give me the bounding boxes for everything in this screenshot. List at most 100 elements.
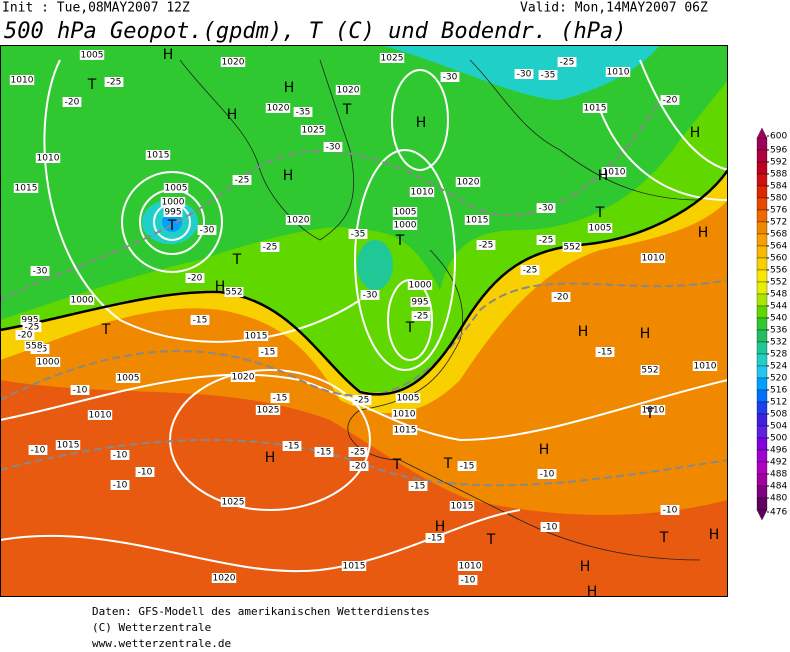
isobar-label: 1020 (222, 58, 245, 68)
isobar-label: 1015 (343, 562, 366, 572)
isobar-label: 1025 (257, 406, 280, 416)
label-bg (30, 266, 50, 276)
label-bg (440, 72, 460, 82)
isotherm-label: -25 (351, 448, 366, 458)
label-bg (314, 447, 334, 457)
label-bg (538, 70, 558, 80)
label-bg (407, 280, 433, 290)
label-bg (536, 203, 556, 213)
label-bg (35, 357, 61, 367)
label-bg (562, 242, 582, 252)
isotherm-label: -10 (31, 446, 46, 456)
field-low (357, 240, 393, 290)
isotherm-label: -10 (461, 576, 476, 586)
label-bg (335, 85, 361, 95)
isobar-label: 995 (164, 208, 181, 218)
colorbar-label: 504 (770, 422, 787, 432)
label-bg (557, 57, 577, 67)
high-marker: H (709, 527, 720, 543)
isotherm-label: -10 (73, 386, 88, 396)
label-bg (587, 223, 613, 233)
isotherm-label: -15 (411, 482, 426, 492)
label-bg (300, 125, 326, 135)
label-bg (265, 103, 291, 113)
isotherm-label: -20 (554, 293, 569, 303)
isotherm-label: -10 (663, 506, 678, 516)
isotherm-label: -35 (296, 108, 311, 118)
colorbar-label: 484 (770, 482, 787, 492)
low-marker: T (659, 530, 669, 546)
colorbar-segment (756, 173, 768, 187)
isobar-label: 1020 (337, 86, 360, 96)
isotherm-label: -15 (317, 448, 332, 458)
colorbar-segment (756, 473, 768, 487)
isotherm-label: -20 (188, 274, 203, 284)
isotherm-label: -25 (414, 312, 429, 322)
geopotential-lines (0, 169, 728, 396)
label-bg (260, 242, 280, 252)
isotherm-label: -10 (543, 523, 558, 533)
init-time: Init : Tue,08MAY2007 12Z (2, 1, 190, 16)
high-marker: H (640, 326, 651, 342)
label-bg (348, 229, 368, 239)
colorbar-segment (756, 449, 768, 463)
isotherm-label: -30 (363, 291, 378, 301)
label-bg (87, 410, 113, 420)
label-bg (379, 53, 405, 63)
isobar-label: 1015 (147, 151, 170, 161)
isotherm-label: -30 (539, 204, 554, 214)
isotherm-label: -10 (540, 470, 555, 480)
label-bg (70, 385, 90, 395)
isotherm-label: -15 (598, 348, 613, 358)
isobar-label: 1010 (89, 411, 112, 421)
label-bg (185, 273, 205, 283)
isobar-label: 1005 (589, 224, 612, 234)
colorbar-label: 556 (770, 266, 787, 276)
isobar-label: 995 (21, 316, 38, 326)
isobar-label: 1010 (11, 76, 34, 86)
high-marker: H (283, 168, 294, 184)
colorbar-segment (756, 293, 768, 307)
isobar-label: 995 (411, 298, 428, 308)
colorbar-segment (756, 221, 768, 235)
isotherm-label: -20 (18, 331, 33, 341)
colorbar-segment (756, 341, 768, 355)
label-bg (282, 441, 302, 451)
label-bg (190, 315, 210, 325)
isobar-label: 1015 (451, 502, 474, 512)
colorbar-label: 572 (770, 218, 787, 228)
label-bg (514, 69, 534, 79)
colorbar-label: 488 (770, 470, 787, 480)
high-marker: H (587, 584, 598, 600)
isobar-label: 1010 (411, 188, 434, 198)
isobar-label: 1010 (607, 68, 630, 78)
colorbar-label: 596 (770, 146, 787, 156)
colorbar-segment (756, 353, 768, 367)
label-bg (15, 330, 35, 340)
colorbar-label: 524 (770, 362, 787, 372)
low-marker: T (101, 322, 111, 338)
high-marker: H (284, 80, 295, 96)
label-bg (660, 95, 680, 105)
label-bg (391, 409, 417, 419)
label-bg (211, 573, 237, 583)
isotherm-label: -15 (273, 394, 288, 404)
label-bg (55, 440, 81, 450)
colorbar-segment (756, 425, 768, 439)
label-bg (640, 253, 666, 263)
isotherm-label: -30 (326, 143, 341, 153)
isobar-label: 1010 (37, 154, 60, 164)
colorbar-label: 536 (770, 326, 787, 336)
isobar-label: 1005 (165, 184, 188, 194)
label-bg (35, 153, 61, 163)
colorbar-label: 480 (770, 494, 787, 504)
label-bg (28, 445, 48, 455)
label-bg (425, 533, 445, 543)
label-bg (536, 235, 556, 245)
label-bg (551, 292, 571, 302)
label-bg (411, 311, 431, 321)
colorbar-segment (756, 461, 768, 475)
high-marker: H (698, 225, 709, 241)
label-bg (13, 183, 39, 193)
label-bg (640, 365, 660, 375)
